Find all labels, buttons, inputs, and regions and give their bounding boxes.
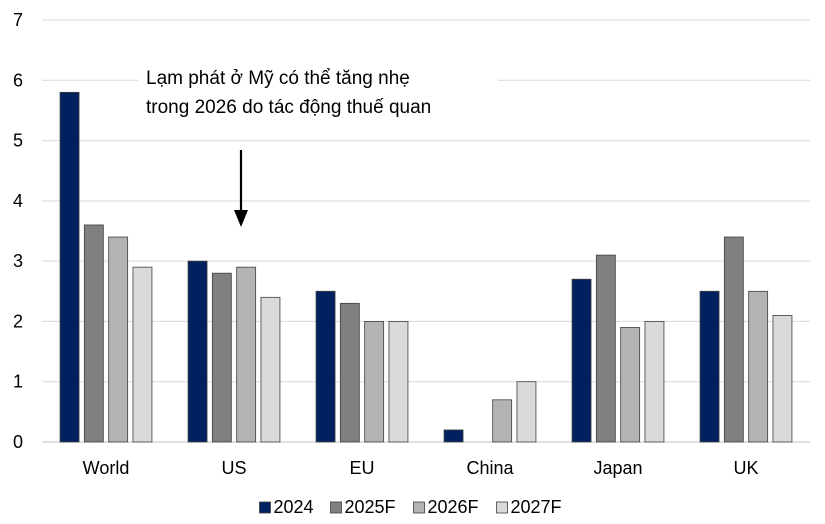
legend-label: 2027F xyxy=(511,497,562,517)
bar-eu-2027f xyxy=(388,321,409,443)
bar-uk-2027f xyxy=(772,314,793,443)
annotation-line-1: Lạm phát ở Mỹ có thể tăng nhẹ xyxy=(146,68,410,89)
legend-label: 2024 xyxy=(274,497,314,517)
x-axis-ticks: World US EU China Japan UK xyxy=(83,458,759,478)
annotation-arrowhead xyxy=(234,210,248,227)
y-tick-label: 3 xyxy=(13,251,23,271)
y-tick-label: 6 xyxy=(13,70,23,90)
annotation: Lạm phát ở Mỹ có thể tăng nhẹ trong 2026… xyxy=(146,68,431,227)
x-tick-label: UK xyxy=(733,458,758,478)
bar-china-2026f xyxy=(492,399,513,443)
legend-label: 2025F xyxy=(345,497,396,517)
y-axis-ticks: 0 1 2 3 4 5 6 7 xyxy=(13,10,23,452)
x-tick-label: EU xyxy=(349,458,374,478)
bar-us-2024 xyxy=(187,260,208,443)
legend: 2024 2025F 2026F 2027F xyxy=(259,497,562,517)
bars xyxy=(59,91,793,443)
bar-eu-2026f xyxy=(364,321,385,443)
bar-eu-2024 xyxy=(315,290,336,443)
legend-swatch-2026f xyxy=(413,501,425,514)
bar-eu-2025f xyxy=(339,302,360,443)
bar-china-2027f xyxy=(516,381,537,443)
legend-swatch-2027f xyxy=(496,501,508,514)
bar-uk-2026f xyxy=(748,290,769,443)
x-tick-label: Japan xyxy=(593,458,642,478)
y-tick-label: 5 xyxy=(13,131,23,151)
y-tick-label: 1 xyxy=(13,372,23,392)
bar-japan-2024 xyxy=(571,278,592,443)
annotation-line-2: trong 2026 do tác động thuế quan xyxy=(146,97,431,118)
bar-uk-2024 xyxy=(699,290,720,443)
x-tick-label: China xyxy=(466,458,514,478)
bar-us-2027f xyxy=(260,296,281,443)
bar-world-2026f xyxy=(108,236,129,443)
bar-us-2026f xyxy=(236,266,257,443)
bar-china-2024 xyxy=(443,429,464,443)
gridlines xyxy=(42,19,810,443)
bar-uk-2025f xyxy=(723,236,744,443)
legend-swatch-2025f xyxy=(330,501,342,514)
bar-world-2027f xyxy=(132,266,153,443)
y-tick-label: 7 xyxy=(13,10,23,30)
bar-us-2025f xyxy=(211,272,232,443)
legend-swatch-2024 xyxy=(259,501,271,514)
bar-japan-2027f xyxy=(644,321,665,443)
y-tick-label: 4 xyxy=(13,191,23,211)
bar-japan-2026f xyxy=(620,327,641,443)
bar-world-2025f xyxy=(83,224,104,443)
x-tick-label: World xyxy=(83,458,130,478)
legend-label: 2026F xyxy=(428,497,479,517)
x-tick-label: US xyxy=(221,458,246,478)
bar-world-2024 xyxy=(59,91,80,443)
bar-japan-2025f xyxy=(595,254,616,443)
y-tick-label: 0 xyxy=(13,432,23,452)
y-tick-label: 2 xyxy=(13,311,23,331)
